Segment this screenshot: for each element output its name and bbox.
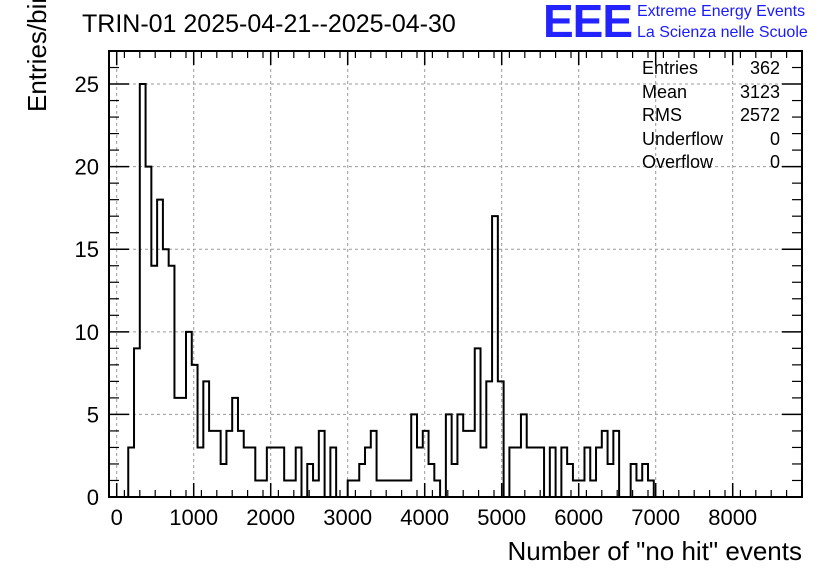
x-tick-label: 7000 [631, 505, 680, 530]
stat-value: 0 [769, 128, 780, 149]
y-tick-label: 15 [75, 237, 99, 262]
y-axis-label: Entries/bin [22, 0, 52, 112]
stat-row-entries: Entries 362 [642, 58, 780, 82]
grid-lines [109, 51, 802, 497]
y-tick-label: 5 [87, 402, 99, 427]
stat-label: Underflow [642, 128, 724, 149]
y-tick-label: 20 [75, 155, 99, 180]
x-tick-label: 0 [111, 505, 123, 530]
plot-frame [108, 50, 803, 498]
stat-value: 3123 [739, 81, 780, 102]
stat-label: Entries [642, 58, 699, 78]
stat-row-overflow: Overflow 0 [642, 152, 780, 176]
stat-value: 362 [749, 58, 780, 78]
x-tick-label: 2000 [246, 505, 295, 530]
eee-logo-mark: EEE [543, 0, 633, 47]
x-tick-label: 5000 [477, 505, 526, 530]
stat-value: 2572 [739, 105, 780, 125]
stat-value: 0 [769, 152, 780, 172]
stat-row-mean: Mean 3123 [642, 82, 780, 106]
x-tick-label: 4000 [400, 505, 449, 530]
chart-title: TRIN-01 2025-04-21--2025-04-30 [82, 10, 456, 38]
stats-box: Entries 362 Mean 3123 RMS 2572 Underflow… [642, 58, 780, 176]
y-tick-label: 10 [75, 320, 99, 345]
y-tick-label: 25 [75, 72, 99, 97]
logo-line-1: Extreme Energy Events [637, 3, 806, 20]
stat-row-rms: RMS 2572 [642, 105, 780, 129]
logo-line-2: La Scienza nelle Scuole [637, 24, 808, 41]
histogram-series [127, 83, 660, 498]
x-tick-label: 8000 [708, 505, 757, 530]
stat-label: Overflow [642, 152, 714, 172]
x-tick-label: 6000 [554, 505, 603, 530]
eee-logo: EEE Extreme Energy Events La Scienza nel… [543, 0, 836, 46]
x-axis-label: Number of "no hit" events [507, 536, 803, 566]
stat-label: RMS [642, 105, 682, 125]
y-tick-label: 0 [87, 485, 99, 510]
tick-labels: 0 1000 2000 3000 4000 5000 6000 7000 8000 0 5 10 15 2… [75, 72, 758, 530]
stat-row-underflow: Underflow 0 [642, 129, 780, 153]
x-tick-label: 1000 [169, 505, 218, 530]
stat-label: Mean [642, 81, 688, 102]
x-tick-label: 3000 [323, 505, 372, 530]
